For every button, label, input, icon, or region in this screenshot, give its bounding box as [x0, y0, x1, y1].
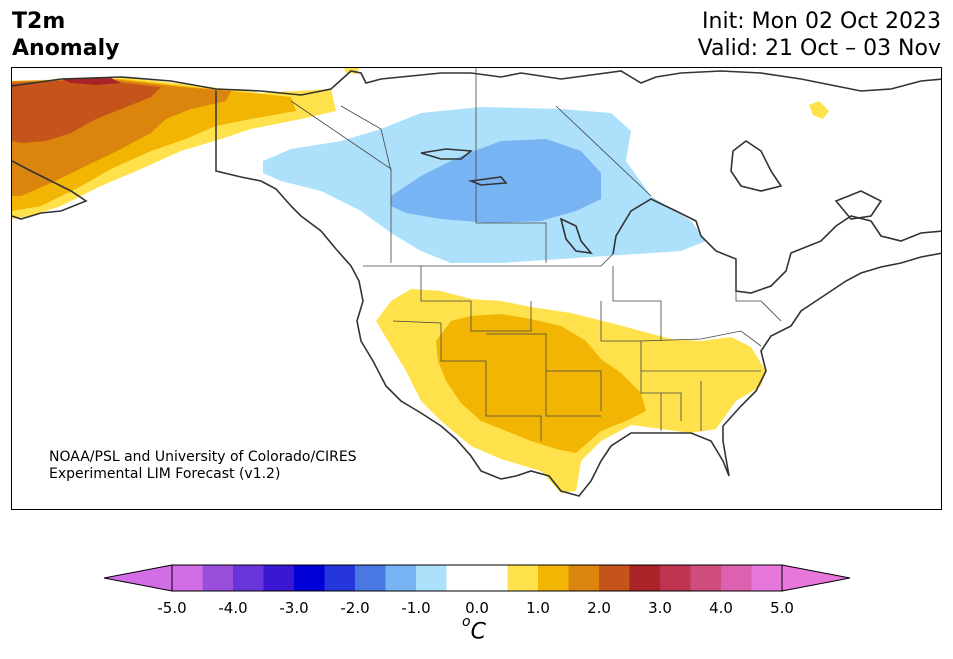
- colorbar-tick-label: -3.0: [279, 599, 309, 617]
- colorbar-tick-label: 4.0: [709, 599, 733, 617]
- anomaly-label: Anomaly: [12, 36, 120, 61]
- colorbar-outline: [171, 564, 783, 592]
- colorbar-bin: [172, 565, 203, 591]
- colorbar-bin: [263, 565, 295, 591]
- colorbar-under-triangle: [104, 564, 173, 592]
- colorbar-bin: [690, 565, 722, 591]
- colorbar-bin: [233, 565, 264, 591]
- colorbar-bin: [416, 565, 447, 591]
- colorbar-tick-label: 5.0: [770, 599, 794, 617]
- credit-line-2: Experimental LIM Forecast (v1.2): [49, 466, 281, 482]
- contour-alaska-plus2-5: [12, 79, 161, 143]
- anomaly-map: [11, 67, 942, 510]
- contour-canada-minus1-5: [391, 139, 601, 223]
- borders: [215, 68, 782, 441]
- credit-line-1: NOAA/PSL and University of Colorado/CIRE…: [49, 449, 357, 465]
- colorbar-tick-label: -4.0: [218, 599, 248, 617]
- colorbar: [104, 564, 850, 592]
- colorbar-over-triangle: [781, 564, 850, 592]
- contour-us-plus1-5: [436, 314, 646, 453]
- colorbar-tick-label: 1.0: [526, 599, 550, 617]
- colorbar-bin: [507, 565, 539, 591]
- colorbar-bin: [202, 565, 234, 591]
- contour-alaska-plus3: [61, 78, 121, 85]
- colorbar-bin: [568, 565, 600, 591]
- colorbar-bin: [721, 565, 752, 591]
- colorbar-tick-label: 2.0: [587, 599, 611, 617]
- units-degree: o: [462, 614, 471, 630]
- colorbar-tick-label: -2.0: [340, 599, 370, 617]
- colorbar-bin: [751, 565, 783, 591]
- colorbar-bin: [660, 565, 691, 591]
- colorbar-bins: [172, 565, 783, 591]
- colorbar-bin: [385, 565, 417, 591]
- colorbar-tick-label: -1.0: [401, 599, 431, 617]
- valid-range: Valid: 21 Oct – 03 Nov: [697, 36, 941, 61]
- chart-title: T2m Anomaly: [12, 8, 119, 62]
- colorbar-bin: [355, 565, 386, 591]
- colorbar-bin: [599, 565, 630, 591]
- colorbar-bin: [477, 565, 508, 591]
- colorbar-bin: [294, 565, 325, 591]
- colorbar-tick-label: -5.0: [157, 599, 187, 617]
- colorbar-bin: [629, 565, 661, 591]
- init-date: Init: Mon 02 Oct 2023: [702, 9, 941, 34]
- colorbar-bin: [538, 565, 569, 591]
- coastlines: [12, 70, 941, 497]
- colorbar-bin: [446, 565, 478, 591]
- credit: NOAA/PSL and University of Colorado/CIRE…: [49, 449, 357, 483]
- colorbar-units: oC: [462, 614, 486, 645]
- colorbar-tick-label: 0.0: [465, 599, 489, 617]
- map-svg: [12, 68, 941, 497]
- colorbar-bin: [324, 565, 356, 591]
- contour-baffin-plus1: [809, 101, 829, 119]
- date-info: Init: Mon 02 Oct 2023 Valid: 21 Oct – 03…: [698, 8, 941, 62]
- variable-label: T2m: [12, 9, 66, 34]
- colorbar-tick-label: 3.0: [648, 599, 672, 617]
- units-celsius: C: [470, 619, 486, 645]
